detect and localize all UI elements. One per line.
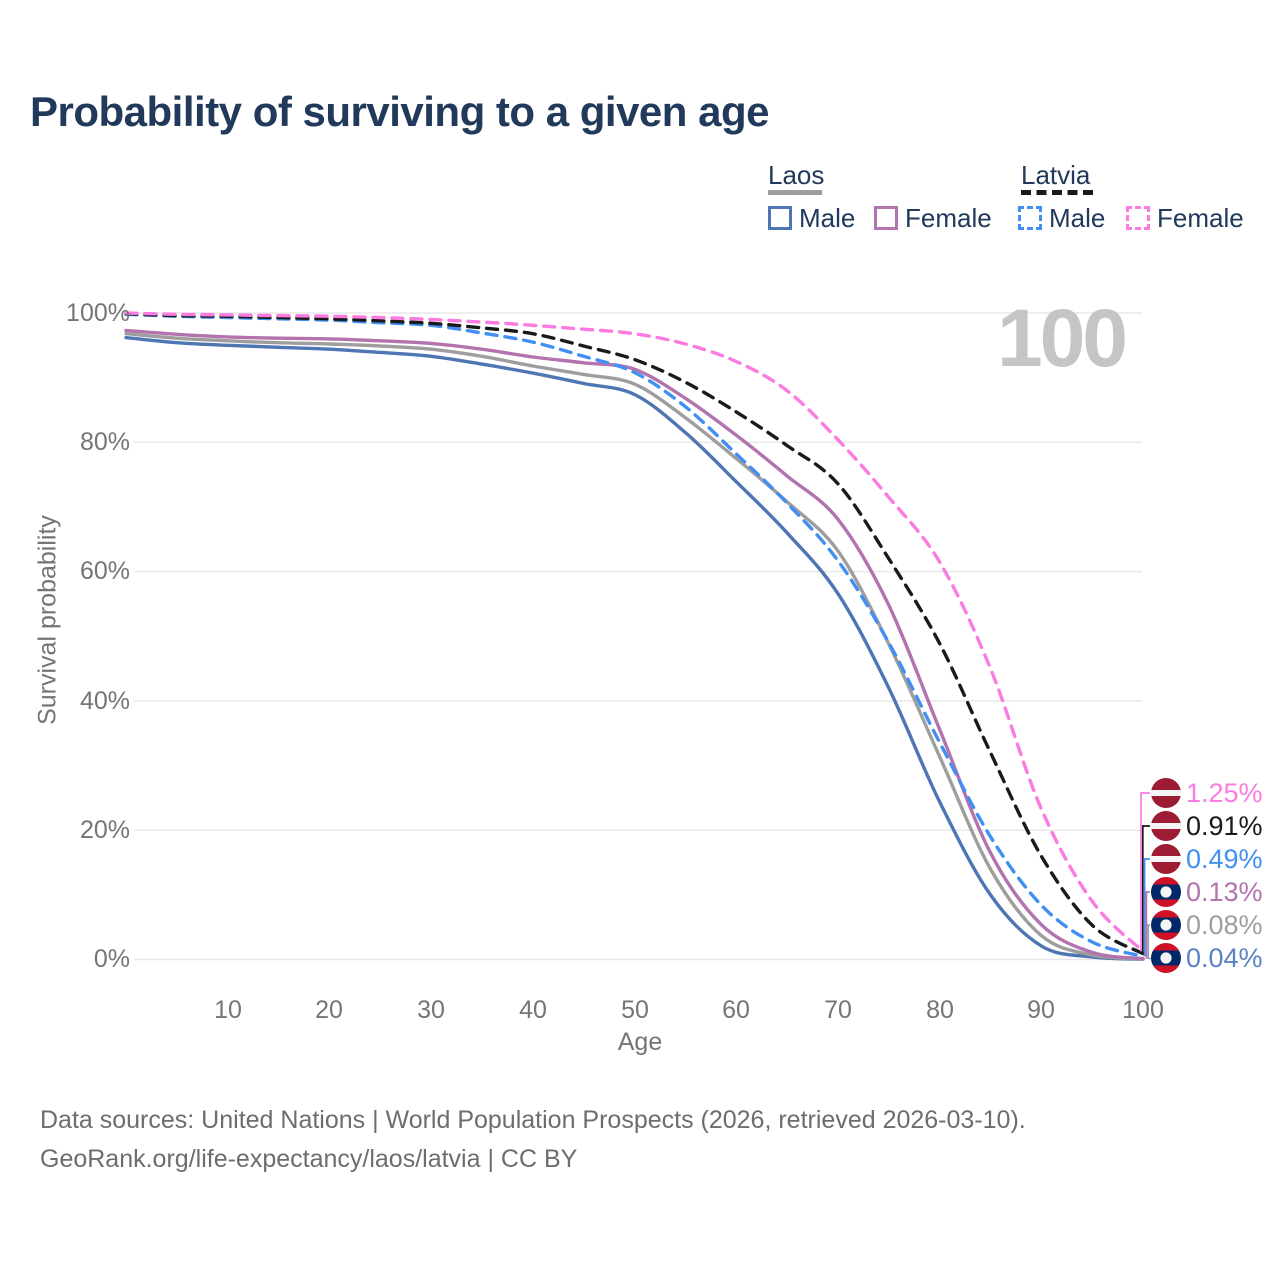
leader-line <box>1141 825 1150 954</box>
latvia-female-swatch-icon <box>1126 206 1150 230</box>
legend-item-label: Female <box>905 202 992 233</box>
laos-flag-icon <box>1151 877 1181 907</box>
legend-group-laos[interactable]: Laos <box>768 160 825 190</box>
legend-item-latvia-female[interactable]: Female <box>1126 203 1244 233</box>
curve-laos-female <box>124 328 1145 961</box>
end-label-latvia-female: 1.25% <box>1151 777 1263 809</box>
end-label-laos-female: 0.13% <box>1151 876 1263 908</box>
x-tick: 10 <box>214 996 242 1024</box>
page-title: Probability of surviving to a given age <box>30 88 769 135</box>
laos-underline <box>768 190 822 195</box>
y-tick: 20% <box>79 816 130 844</box>
age-watermark: 100 <box>997 293 1128 384</box>
x-tick: 60 <box>722 996 750 1024</box>
x-tick: 80 <box>926 996 954 1024</box>
legend-item-label: Female <box>1157 202 1244 233</box>
laos-male-swatch-icon <box>768 206 792 230</box>
latvia-flag-icon <box>1151 811 1181 841</box>
legend-item-label: Male <box>1049 202 1106 233</box>
latvia-flag-icon <box>1151 778 1181 808</box>
x-tick: 20 <box>315 996 343 1024</box>
x-tick: 90 <box>1027 996 1055 1024</box>
laos-flag-icon <box>1151 943 1181 973</box>
latvia-male-swatch-icon <box>1018 206 1042 230</box>
x-tick: 100 <box>1122 996 1164 1024</box>
leader-line <box>1143 858 1150 957</box>
end-label-latvia-male: 0.49% <box>1151 843 1263 875</box>
end-label-laos-both: 0.08% <box>1151 909 1263 941</box>
curve-latvia-female <box>124 311 1145 954</box>
y-tick: 40% <box>79 687 130 715</box>
laos-female-swatch-icon <box>874 206 898 230</box>
y-tick: 100% <box>66 299 130 327</box>
data-sources-text: Data sources: United Nations | World Pop… <box>40 1106 1026 1134</box>
y-tick: 0% <box>93 945 130 973</box>
latvia-underline <box>1021 190 1093 195</box>
end-label-value: 0.13% <box>1186 876 1263 907</box>
leader-line <box>1147 924 1150 959</box>
x-tick: 40 <box>519 996 547 1024</box>
end-label-value: 0.04% <box>1186 942 1263 973</box>
laos-flag-icon <box>1151 910 1181 940</box>
curve-laos-male <box>124 335 1145 961</box>
x-tick: 70 <box>824 996 852 1024</box>
end-label-value: 1.25% <box>1186 777 1263 808</box>
legend-item-laos-male[interactable]: Male <box>768 203 855 233</box>
legend-item-latvia-male[interactable]: Male <box>1018 203 1105 233</box>
legend-item-laos-female[interactable]: Female <box>874 203 992 233</box>
latvia-flag-icon <box>1151 844 1181 874</box>
legend-group-latvia[interactable]: Latvia <box>1021 160 1091 190</box>
leader-line <box>1145 891 1150 959</box>
end-label-laos-male: 0.04% <box>1151 942 1263 974</box>
attribution-text: GeoRank.org/life-expectancy/laos/latvia … <box>40 1145 578 1173</box>
end-label-latvia-both: 0.91% <box>1151 810 1263 842</box>
y-tick: 80% <box>79 428 130 456</box>
curve-latvia-male <box>124 312 1145 958</box>
y-tick: 60% <box>79 557 130 585</box>
end-label-value: 0.08% <box>1186 909 1263 940</box>
curve-laos-both-sexes <box>124 332 1145 961</box>
x-tick: 30 <box>417 996 445 1024</box>
x-axis-title: Age <box>617 1028 663 1056</box>
end-label-value: 0.49% <box>1186 843 1263 874</box>
legend-item-label: Male <box>799 202 856 233</box>
end-label-value: 0.91% <box>1186 810 1263 841</box>
curve-latvia-both-sexes <box>124 311 1145 956</box>
leader-line <box>1140 792 1150 952</box>
x-tick: 50 <box>621 996 649 1024</box>
